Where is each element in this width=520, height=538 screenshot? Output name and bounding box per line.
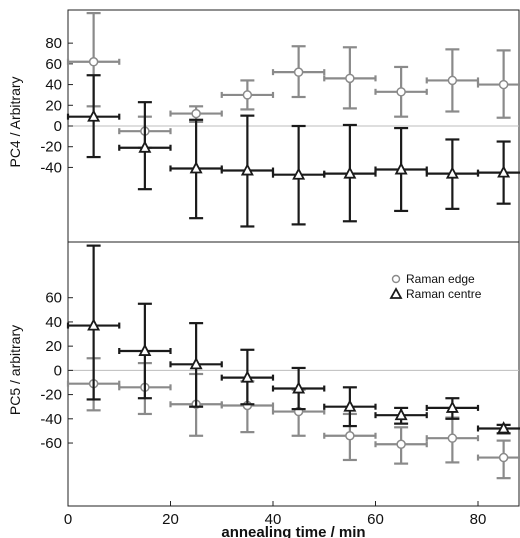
x-tick-label: 0 <box>64 511 72 528</box>
circle-marker <box>396 439 406 449</box>
y-tick-label: -60 <box>40 435 62 452</box>
triangle-marker <box>87 318 101 331</box>
legend-label: Raman centre <box>406 287 482 301</box>
y-tick-label: -40 <box>40 159 62 176</box>
x-tick-label: 60 <box>367 511 384 528</box>
data-point-centre <box>220 348 275 406</box>
y-tick-label: 40 <box>45 314 62 331</box>
triangle-marker <box>240 370 254 383</box>
data-point-edge <box>476 49 520 119</box>
data-point-centre <box>271 366 326 411</box>
circle-marker <box>242 90 253 100</box>
data-point-centre <box>66 244 121 401</box>
x-tick-label: 40 <box>265 511 282 528</box>
legend-label: Raman edge <box>406 272 475 286</box>
data-point-centre <box>169 118 223 220</box>
circle-marker <box>447 433 458 443</box>
triangle-marker <box>445 166 459 179</box>
y-tick-label: 80 <box>45 35 62 52</box>
y-tick-label: -20 <box>40 387 62 404</box>
panel-1 <box>66 12 520 228</box>
legend-triangle-icon <box>389 287 403 299</box>
legend-circle-icon <box>391 274 401 284</box>
triangle-marker <box>394 407 408 421</box>
triangle-marker <box>343 166 357 179</box>
legend <box>389 274 403 299</box>
data-point-centre <box>476 140 520 205</box>
circle-marker <box>88 57 99 67</box>
triangle-marker <box>497 165 511 178</box>
data-point-centre <box>271 124 326 226</box>
y-tick-label: 60 <box>45 56 62 73</box>
data-point-centre <box>118 101 172 191</box>
triangle-marker <box>394 162 408 175</box>
y-tick-label: 40 <box>45 77 62 94</box>
y-axis-title: PC4 / Arbitrary <box>7 76 23 167</box>
triangle-marker <box>343 399 357 412</box>
x-axis-title: annealing time / min <box>221 524 365 538</box>
triangle-marker <box>189 161 203 174</box>
triangle-marker <box>240 163 254 176</box>
circle-marker <box>191 108 201 119</box>
y-tick-label: -20 <box>40 139 62 156</box>
y-tick-label: -40 <box>40 411 62 428</box>
data-point-edge <box>476 439 520 480</box>
circle-marker <box>396 87 406 97</box>
data-point-edge <box>271 45 326 99</box>
data-point-edge <box>323 46 377 110</box>
data-point-edge <box>220 79 275 111</box>
circle-marker <box>293 67 304 77</box>
data-point-edge <box>374 65 428 118</box>
data-point-centre <box>476 421 520 435</box>
triangle-marker <box>138 343 152 356</box>
data-point-centre <box>323 386 377 428</box>
triangle-marker <box>292 167 306 180</box>
x-tick-label: 20 <box>162 511 179 528</box>
data-point-centre <box>118 302 172 400</box>
data-point-centre <box>374 126 428 213</box>
triangle-marker <box>292 381 306 394</box>
y-tick-label: 60 <box>45 290 62 307</box>
circle-marker <box>498 79 509 90</box>
data-point-centre <box>374 406 428 425</box>
triangle-marker <box>87 109 101 122</box>
triangle-marker <box>189 356 203 370</box>
circle-marker <box>345 431 355 441</box>
triangle-marker <box>138 140 152 153</box>
circle-marker <box>345 73 355 84</box>
y-axis-title: PC5 / arbitrary <box>7 325 23 415</box>
circle-marker <box>498 452 509 463</box>
y-tick-label: 0 <box>54 362 62 379</box>
y-tick-label: 0 <box>54 118 62 135</box>
x-tick-label: 80 <box>470 511 487 528</box>
panel-2 <box>66 244 520 480</box>
data-point-edge <box>425 48 480 113</box>
y-tick-label: 20 <box>45 97 62 114</box>
data-point-centre <box>66 74 121 159</box>
data-point-edge <box>374 426 428 465</box>
data-point-centre <box>220 114 275 228</box>
circle-marker <box>447 75 458 86</box>
plot-frame <box>67 9 520 507</box>
y-tick-label: 20 <box>45 338 62 355</box>
data-point-centre <box>169 322 223 408</box>
triangle-marker <box>445 400 459 413</box>
data-point-centre <box>425 397 480 420</box>
data-point-centre <box>425 138 480 210</box>
data-point-edge <box>425 416 480 464</box>
triangle-marker <box>497 421 511 434</box>
data-point-centre <box>323 123 377 223</box>
